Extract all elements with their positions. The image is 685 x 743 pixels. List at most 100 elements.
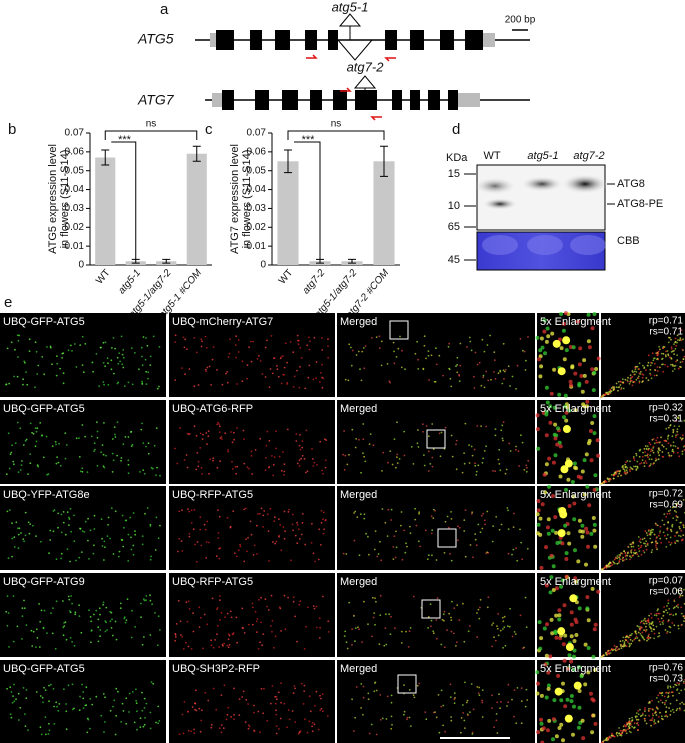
fluorescence-dot (667, 510, 670, 512)
fluorescence-dot (455, 439, 458, 442)
fluorescence-dot (260, 507, 263, 510)
fluorescence-dot (489, 334, 491, 337)
fluorescence-dot (300, 533, 303, 536)
fluorescence-dot (243, 438, 245, 440)
fluorescence-dot (354, 627, 357, 629)
fluorescence-dot (127, 533, 130, 536)
fluorescence-dot (444, 426, 447, 429)
fluorescence-dot (306, 470, 309, 473)
fluorescence-dot (383, 644, 386, 647)
fluorescence-dot (672, 431, 675, 434)
fluorescence-dot (24, 439, 27, 442)
fluorescence-dot (113, 372, 115, 375)
fluorescence-dot (665, 699, 667, 702)
fluorescence-dot (629, 460, 631, 463)
fluorescence-dot (463, 452, 465, 454)
fluorescence-dot (494, 470, 497, 473)
fluorescence-dot (239, 545, 242, 548)
fluorescence-dot (141, 709, 144, 712)
fluorescence-dot (32, 432, 35, 435)
fluorescence-dot (673, 353, 675, 355)
fluorescence-dot (678, 707, 681, 710)
fluorescence-dot (296, 521, 298, 524)
fluorescence-dot (538, 516, 543, 521)
fluorescence-dot (628, 717, 631, 720)
fluorescence-dot (508, 625, 511, 628)
fluorescence-dot (527, 459, 530, 462)
fluorescence-dot (663, 513, 666, 516)
fluorescence-dot (606, 391, 608, 394)
fluorescence-dot (573, 576, 578, 581)
fluorescence-dot (454, 697, 456, 699)
fluorescence-dot (538, 374, 543, 379)
fluorescence-dot (52, 688, 55, 690)
fluorescence-dot (637, 375, 640, 378)
fluorescence-dot (125, 722, 128, 725)
fluorescence-dot (593, 721, 598, 726)
fluorescence-dot (671, 708, 674, 711)
fluorescence-dot (671, 691, 674, 693)
fluorescence-dot (254, 449, 257, 451)
fluorescence-dot (496, 732, 499, 734)
fluorescence-dot (648, 447, 650, 450)
fluorescence-dot (81, 335, 84, 338)
fluorescence-dot (593, 473, 598, 478)
fluorescence-dot (666, 630, 669, 633)
fluorescence-dot (669, 356, 671, 359)
fluorescence-dot (122, 356, 125, 359)
fluorescence-dot (110, 507, 113, 510)
fluorescence-dot (664, 534, 666, 537)
fluorescence-dot (114, 433, 116, 436)
fluorescence-dot (515, 547, 517, 550)
fluorescence-dot (673, 349, 675, 352)
fluorescence-dot (226, 371, 229, 373)
fluorescence-dot (292, 600, 295, 603)
fluorescence-dot (472, 708, 475, 711)
fluorescence-dot (656, 370, 659, 372)
fluorescence-dot (536, 681, 540, 686)
fluorescence-dot (327, 620, 330, 623)
fluorescence-dot (195, 434, 198, 437)
fluorescence-dot (312, 458, 314, 460)
fluorescence-dot (292, 692, 295, 695)
fluorescence-dot (680, 689, 683, 692)
fluorescence-dot (544, 462, 549, 467)
fluorescence-dot (625, 461, 627, 463)
fluorescence-dot (481, 701, 484, 704)
fluorescence-dot (588, 429, 593, 433)
fluorescence-dot (231, 441, 234, 444)
fluorescence-dot (396, 421, 398, 424)
fluorescence-dot (304, 543, 307, 546)
fluorescence-dot (541, 726, 546, 731)
fluorescence-dot (25, 438, 28, 441)
fluorescence-dot (193, 336, 196, 339)
fluorescence-dot (270, 594, 273, 597)
fluorescence-dot (381, 717, 384, 720)
fluorescence-dot (198, 707, 201, 710)
fluorescence-dot (464, 727, 466, 729)
fluorescence-dot (624, 551, 627, 554)
fluorescence-dot (422, 430, 424, 433)
fluorescence-dot (174, 639, 177, 642)
fluorescence-dot (455, 443, 457, 446)
fluorescence-dot (316, 464, 318, 466)
fluorescence-dot (120, 457, 123, 459)
fluorescence-dot (633, 381, 636, 383)
fluorescence-dot (120, 335, 123, 338)
fluorescence-dot (444, 730, 446, 733)
fluorescence-dot (500, 429, 503, 432)
fluorescence-dot (649, 707, 652, 710)
fluorescence-dot (409, 532, 412, 535)
fluorescence-dot (196, 452, 199, 454)
fluorescence-dot (61, 357, 63, 359)
fluorescence-dot (68, 516, 70, 519)
fluorescence-dot (390, 701, 393, 704)
fluorescence-dot (15, 521, 18, 524)
fluorescence-dot (283, 470, 286, 473)
fluorescence-dot (250, 340, 253, 343)
fluorescence-dot (646, 619, 648, 622)
fluorescence-dot (670, 710, 672, 712)
fluorescence-dot (44, 689, 47, 691)
fluorescence-dot (363, 367, 366, 370)
fluorescence-dot (664, 701, 666, 704)
